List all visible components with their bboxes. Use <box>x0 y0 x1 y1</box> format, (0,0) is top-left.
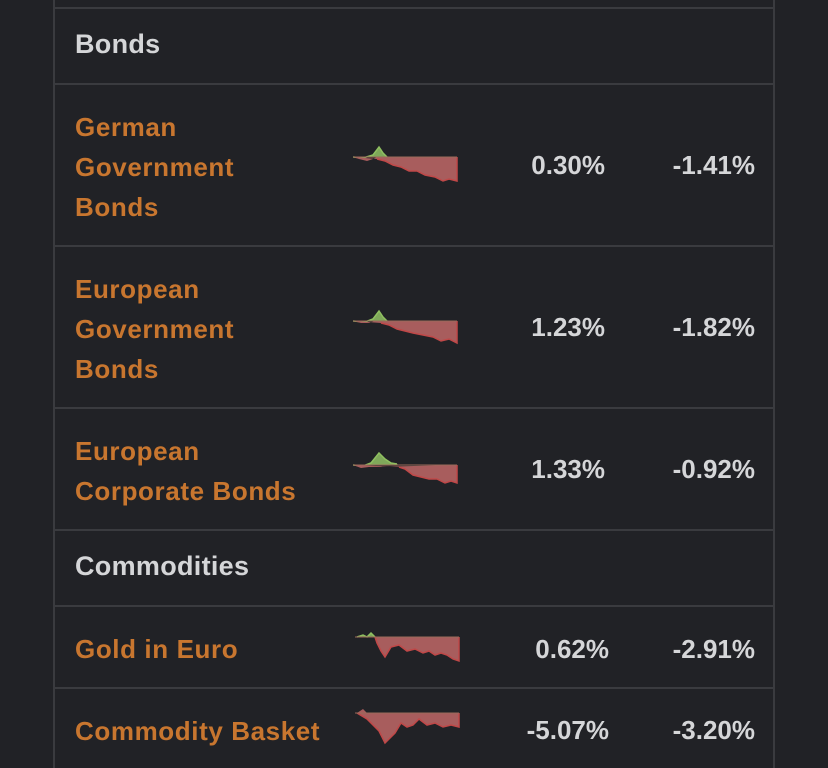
return-value-1: 1.23% <box>531 312 605 342</box>
instrument-name-line: Government <box>75 314 235 344</box>
sparkline-positive-area <box>353 453 399 466</box>
return-value-2: -3.20% <box>672 715 755 745</box>
instrument-name-line: Bonds <box>75 192 159 222</box>
instrument-name-line: German <box>75 112 177 142</box>
sparkline-negative-line <box>356 712 460 745</box>
table-row: German Government Bonds 0.30% -1.41% <box>55 85 773 247</box>
instrument-name-line: European <box>75 274 200 304</box>
return-value-1: -5.07% <box>526 715 609 745</box>
return-value-1: 0.30% <box>531 150 605 180</box>
instrument-name-link[interactable]: European Government Bonds <box>75 269 234 389</box>
sparkline-chart <box>353 145 458 182</box>
sparkline-negative-line <box>376 157 458 182</box>
sparkline-negative-line <box>374 636 460 663</box>
sparkline-chart <box>355 709 460 745</box>
instrument-name-link[interactable]: Commodity Basket <box>75 711 320 751</box>
section-label: Commodities <box>75 551 250 581</box>
sparkline-negative-area <box>353 321 457 343</box>
instrument-name-line: Bonds <box>75 354 159 384</box>
return-value-1: 1.33% <box>531 454 605 484</box>
table-row: European Government Bonds 1.23% -1.82% <box>55 247 773 409</box>
sparkline-negative-line <box>380 321 458 345</box>
section-label: Bonds <box>75 29 161 59</box>
section-header-commodities: Commodities <box>55 531 773 607</box>
table-row: European Corporate Bonds 1.33% -0.92% <box>55 409 773 531</box>
instrument-name-link[interactable]: German Government Bonds <box>75 107 234 227</box>
performance-table: Bonds German Government Bonds 0.30% -1.4… <box>53 0 775 768</box>
sparkline-negative-area <box>375 637 459 661</box>
instrument-name-link[interactable]: European Corporate Bonds <box>75 431 296 511</box>
return-value-2: -1.82% <box>672 312 755 342</box>
instrument-name-line: European <box>75 436 200 466</box>
return-value-2: -0.92% <box>672 454 755 484</box>
table-row: Gold in Euro 0.62% -2.91% <box>55 607 773 689</box>
section-header-bonds: Bonds <box>55 9 773 85</box>
instrument-name-line: Government <box>75 152 235 182</box>
instrument-name-line: Corporate Bonds <box>75 476 297 506</box>
return-value-2: -1.41% <box>672 150 755 180</box>
sparkline-chart <box>355 631 460 663</box>
return-value-2: -2.91% <box>672 634 755 664</box>
table-row-cutoff <box>55 0 773 9</box>
table-row: Commodity Basket -5.07% -3.20% <box>55 689 773 768</box>
instrument-name-line: Commodity Basket <box>75 716 321 746</box>
sparkline-chart <box>353 451 458 485</box>
sparkline-negative-area <box>353 465 457 483</box>
instrument-name-line: Gold in Euro <box>75 634 239 664</box>
instrument-name-link[interactable]: Gold in Euro <box>75 629 238 669</box>
return-value-1: 0.62% <box>535 634 609 664</box>
sparkline-negative-line <box>398 465 458 485</box>
sparkline-chart <box>353 309 458 345</box>
